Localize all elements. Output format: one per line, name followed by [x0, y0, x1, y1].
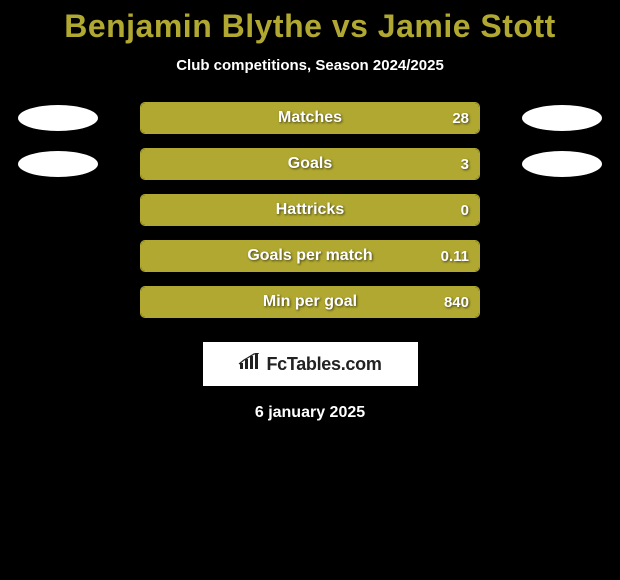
stat-row: Goals per match0.11: [0, 240, 620, 272]
player-left-ellipse: [18, 105, 98, 131]
stat-row: Goals3: [0, 148, 620, 180]
comparison-card: Benjamin Blythe vs Jamie Stott Club comp…: [0, 0, 620, 422]
stat-label: Goals per match: [141, 241, 479, 271]
page-title: Benjamin Blythe vs Jamie Stott: [0, 8, 620, 45]
player-left-ellipse: [18, 151, 98, 177]
bar-chart-icon: [238, 353, 260, 376]
stat-bar: Goals3: [140, 148, 480, 180]
stat-label: Matches: [141, 103, 479, 133]
stat-value: 0.11: [441, 241, 469, 271]
stat-value: 0: [461, 195, 469, 225]
stat-value: 3: [461, 149, 469, 179]
date-label: 6 january 2025: [0, 404, 620, 422]
branding-text: FcTables.com: [266, 354, 381, 375]
stats-rows: Matches28 Goals3 Hattricks0 Goals per match…: [0, 102, 620, 318]
stat-row: Matches28: [0, 102, 620, 134]
subtitle: Club competitions, Season 2024/2025: [0, 57, 620, 74]
stat-row: Min per goal840: [0, 286, 620, 318]
stat-bar: Min per goal840: [140, 286, 480, 318]
stat-row: Hattricks0: [0, 194, 620, 226]
player-right-ellipse: [522, 105, 602, 131]
branding-box: FcTables.com: [203, 342, 418, 386]
player-right-ellipse: [522, 151, 602, 177]
stat-bar: Goals per match0.11: [140, 240, 480, 272]
stat-label: Hattricks: [141, 195, 479, 225]
stat-label: Min per goal: [141, 287, 479, 317]
stat-value: 28: [452, 103, 469, 133]
stat-label: Goals: [141, 149, 479, 179]
stat-bar: Hattricks0: [140, 194, 480, 226]
stat-bar: Matches28: [140, 102, 480, 134]
stat-value: 840: [444, 287, 469, 317]
